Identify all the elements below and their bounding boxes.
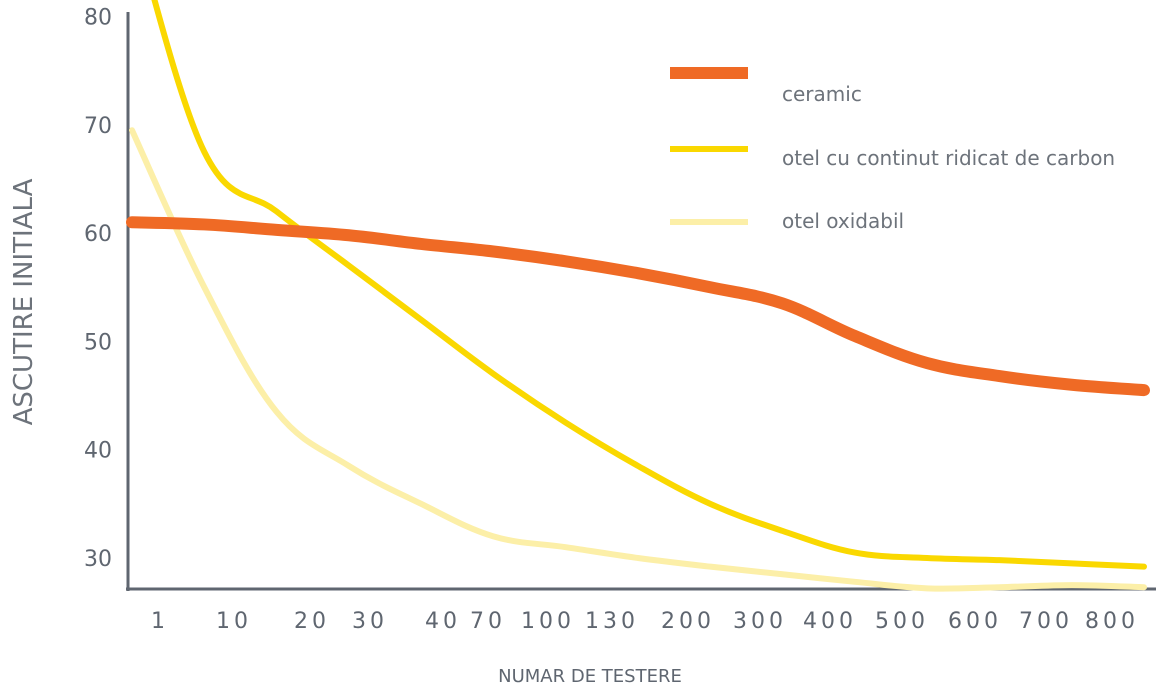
x-tick-label: 1 — [151, 609, 169, 634]
legend: ceramic otel cu continut ridicat de carbo… — [670, 67, 1115, 233]
series-line-1 — [151, 0, 1147, 570]
y-tick-label: 80 — [84, 6, 112, 31]
y-tick-label: 70 — [84, 114, 112, 139]
legend-label: otel cu continut ridicat de carbon — [782, 146, 1115, 170]
x-tick-label: 300 — [733, 609, 787, 634]
series-line-0 — [126, 216, 1150, 397]
x-tick-label: 30 — [352, 609, 388, 634]
x-tick-label: 40 — [425, 609, 461, 634]
series-lines — [126, 0, 1150, 592]
x-axis-label: NUMAR DE TESTERE — [498, 666, 682, 683]
y-axis-label: ASCUTIRE INITIALA — [9, 178, 39, 425]
series-line-2 — [129, 127, 1147, 592]
x-axis-ticks: 1 10 20 30 40 70 100 130 200 300 400 500 600 700 800 — [151, 609, 1139, 634]
x-tick-label: 130 — [585, 609, 639, 634]
x-tick-label: 800 — [1085, 609, 1139, 634]
legend-label: otel oxidabil — [782, 209, 904, 233]
y-tick-label: 40 — [84, 439, 112, 464]
x-tick-label: 200 — [661, 609, 715, 634]
y-tick-label: 60 — [84, 222, 112, 247]
x-tick-label: 700 — [1019, 609, 1073, 634]
x-tick-label: 100 — [521, 609, 575, 634]
legend-label: ceramic — [782, 82, 862, 106]
x-tick-label: 500 — [875, 609, 929, 634]
x-tick-label: 400 — [803, 609, 857, 634]
y-tick-label: 30 — [84, 547, 112, 572]
x-tick-label: 20 — [294, 609, 330, 634]
x-tick-label: 600 — [948, 609, 1002, 634]
x-tick-label: 10 — [216, 609, 252, 634]
y-axis-ticks: 30405060708090100 — [84, 6, 112, 573]
x-tick-label: 70 — [470, 609, 506, 634]
y-tick-label: 50 — [84, 330, 112, 355]
